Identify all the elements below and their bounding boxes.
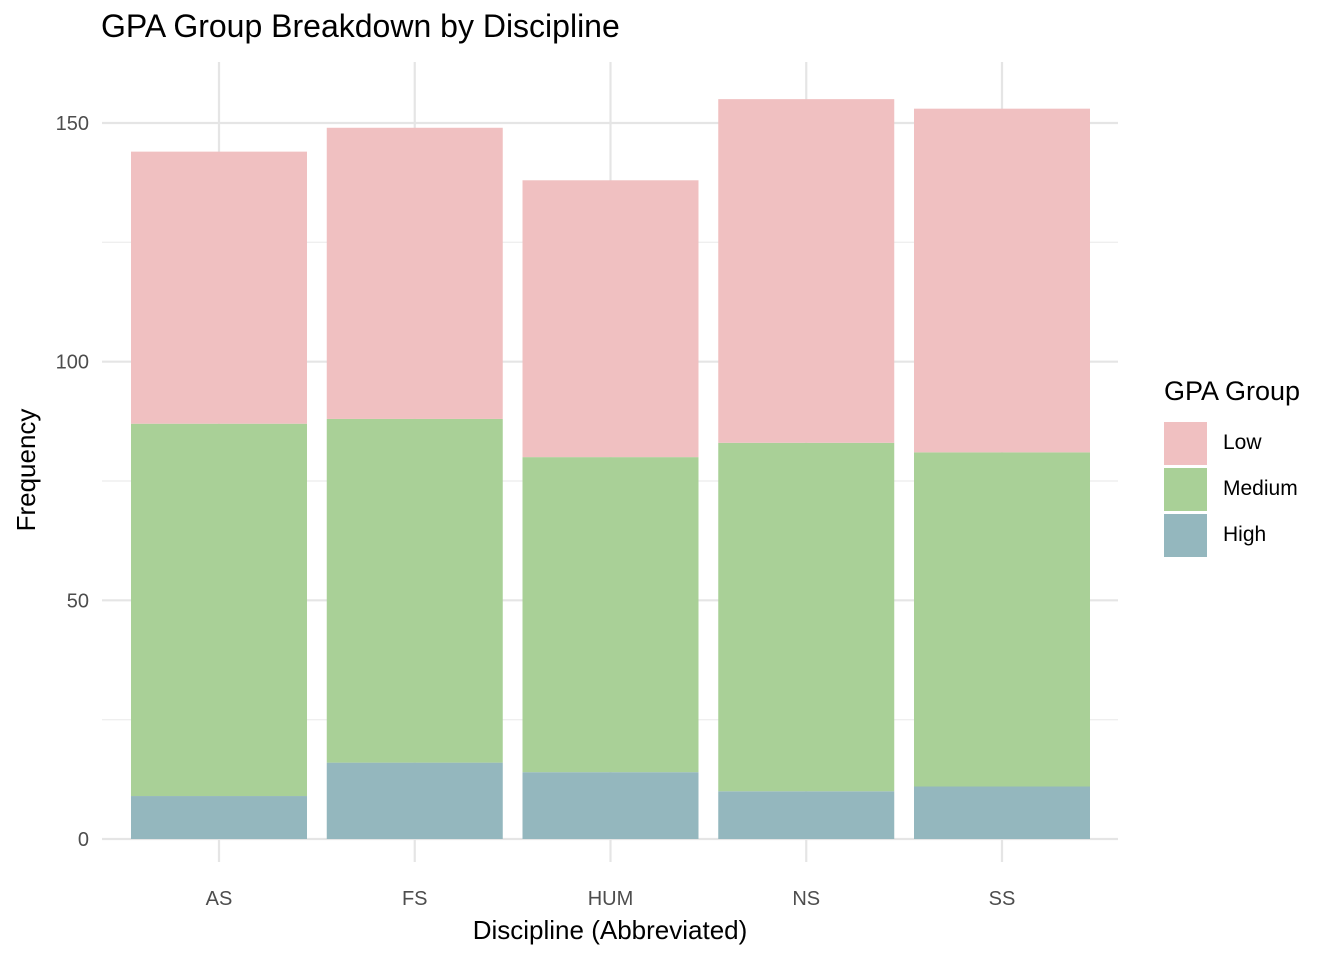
- y-tick-label: 150: [56, 113, 89, 135]
- legend-label: High: [1223, 523, 1267, 546]
- legend-key-medium: [1164, 467, 1207, 511]
- x-tick-label: FS: [402, 888, 428, 910]
- bar-ss-high: [914, 786, 1090, 839]
- bar-fs-high: [326, 762, 503, 839]
- bar-as-medium: [131, 423, 307, 797]
- legend-key-high: [1164, 513, 1207, 557]
- bar-as-low: [131, 151, 307, 424]
- legend: GPA Group Low Medium High: [1164, 376, 1300, 558]
- x-tick-label: NS: [792, 888, 820, 910]
- bar-ns-medium: [718, 442, 895, 792]
- chart-title: GPA Group Breakdown by Discipline: [101, 8, 620, 44]
- legend-label: Medium: [1223, 477, 1298, 500]
- bar-ns-high: [718, 791, 895, 839]
- y-tick-label: 100: [56, 352, 89, 374]
- x-axis-title: Discipline (Abbreviated): [473, 915, 748, 945]
- legend-label: Low: [1223, 431, 1262, 454]
- bar-fs-low: [326, 127, 503, 419]
- legend-title: GPA Group: [1164, 376, 1301, 406]
- y-tick-label: 0: [78, 829, 89, 851]
- bars: [131, 99, 1090, 839]
- legend-key-low: [1164, 421, 1207, 465]
- x-tick-labels: AS FS HUM NS SS: [206, 888, 1016, 910]
- bar-ss-low: [914, 108, 1090, 453]
- legend-item-high: High: [1164, 512, 1300, 558]
- bar-ss-medium: [914, 452, 1090, 787]
- legend-item-medium: Medium: [1164, 466, 1300, 512]
- y-axis-title: Frequency: [11, 409, 41, 532]
- x-tick-label: AS: [206, 888, 233, 910]
- bar-as-high: [131, 796, 307, 839]
- bar-hum-low: [522, 180, 699, 458]
- y-tick-labels: 0 50 100 150: [56, 113, 89, 851]
- bar-hum-medium: [522, 457, 699, 773]
- y-tick-label: 50: [67, 590, 89, 612]
- x-tick-label: HUM: [588, 888, 634, 910]
- legend-item-low: Low: [1164, 420, 1300, 466]
- x-tick-label: SS: [989, 888, 1016, 910]
- bar-fs-medium: [326, 418, 503, 763]
- bar-hum-high: [522, 772, 699, 839]
- bar-ns-low: [718, 99, 895, 443]
